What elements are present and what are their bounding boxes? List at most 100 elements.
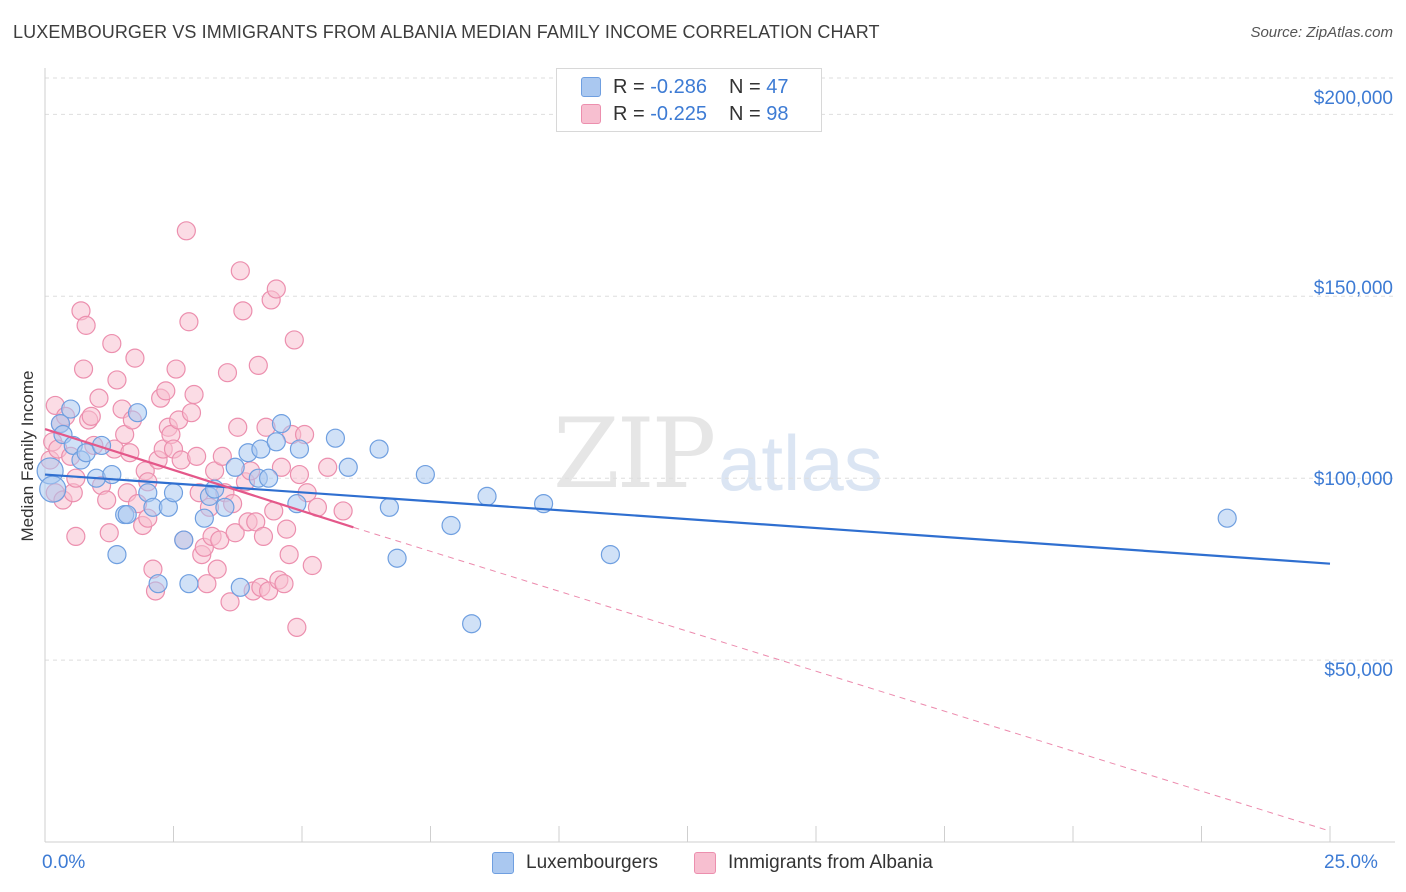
albania-point — [125, 348, 145, 368]
albania-point — [176, 221, 196, 241]
legend-n-value: 98 — [766, 102, 789, 125]
grid-layer — [45, 77, 1395, 661]
albania-point — [284, 330, 304, 350]
y-tick-label: $200,000 — [1313, 88, 1393, 109]
albania-point — [97, 490, 117, 510]
watermark-atlas: atlas — [718, 419, 883, 507]
trend-layer — [44, 428, 1331, 832]
luxembourger-point — [148, 574, 168, 594]
albania-point — [266, 279, 286, 299]
legend-r-value: -0.286 — [650, 75, 707, 98]
legend-item-albania[interactable]: Immigrants from Albania — [694, 852, 933, 874]
legend-series-label: Immigrants from Albania — [728, 852, 933, 873]
albania-point — [212, 446, 232, 466]
luxembourger-point — [369, 439, 389, 459]
legend-item-luxembourgers[interactable]: Luxembourgers — [492, 852, 658, 874]
luxembourger-trend-line — [44, 473, 1331, 565]
albania-point — [217, 363, 238, 383]
luxembourger-point — [387, 548, 407, 568]
luxembourger-point — [102, 464, 122, 485]
albania-point — [333, 501, 353, 521]
albania-point — [76, 315, 96, 335]
albania-point — [81, 406, 101, 426]
albania-point — [179, 312, 199, 332]
luxembourger-point — [91, 435, 112, 456]
albania-point — [220, 592, 240, 612]
albania-point — [181, 403, 202, 423]
luxembourger-point — [338, 457, 358, 477]
x-tick-label: 0.0% — [42, 852, 86, 873]
legend-n-label: N = — [728, 75, 761, 98]
luxembourger-point — [163, 483, 184, 503]
albania-point — [230, 261, 250, 281]
albania-point — [279, 544, 299, 565]
luxembourger-point — [477, 486, 497, 506]
albania-point — [225, 523, 245, 543]
legend-swatch-blue — [492, 852, 514, 874]
albania-point — [253, 526, 274, 547]
y-tick-label: $100,000 — [1313, 469, 1393, 490]
luxembourger-point — [76, 443, 96, 463]
albania-point — [228, 417, 248, 437]
legend-n-value: 47 — [766, 75, 789, 98]
luxembourger-point — [107, 544, 127, 565]
albania-point — [207, 559, 227, 579]
legend-row-albania: R = -0.225 N = 98 — [581, 102, 788, 126]
legend-n-label: N = — [728, 102, 761, 125]
stats-legend: R = -0.286 N = 47 R = -0.225 N = 98 — [556, 68, 822, 132]
luxembourger-point — [600, 544, 621, 565]
luxembourger-point — [415, 464, 435, 485]
albania-trend-extension — [353, 526, 1331, 832]
point-layer — [36, 221, 1237, 637]
luxembourger-point — [258, 468, 279, 488]
albania-point — [289, 464, 310, 485]
legend-swatch-pink — [694, 852, 716, 874]
albania-point — [99, 523, 119, 543]
albania-point — [102, 333, 122, 354]
albania-point — [187, 446, 207, 466]
legend-r-label: R = — [613, 75, 645, 98]
albania-point — [248, 355, 268, 376]
watermark-zip: ZIP — [553, 398, 716, 510]
source-label: Source: ZipAtlas.com — [1250, 24, 1393, 41]
luxembourger-point — [379, 497, 399, 517]
luxembourger-point — [215, 497, 235, 517]
luxembourger-point — [179, 574, 199, 594]
legend-r-value: -0.225 — [650, 102, 707, 125]
legend-row-luxembourgers: R = -0.286 N = 47 — [581, 75, 788, 99]
albania-point — [287, 617, 307, 637]
luxembourger-point — [1217, 508, 1237, 528]
luxembourger-point — [266, 432, 286, 452]
albania-point — [156, 381, 176, 401]
legend-r-label: R = — [613, 102, 645, 125]
y-tick-label: $150,000 — [1313, 278, 1393, 299]
y-tick-label: $50,000 — [1324, 660, 1393, 681]
albania-point — [271, 457, 292, 477]
luxembourger-point — [117, 504, 137, 525]
chart-title: LUXEMBOURGER VS IMMIGRANTS FROM ALBANIA … — [13, 22, 880, 42]
albania-point — [302, 555, 322, 576]
y-axis-label: Median Family Income — [18, 370, 37, 542]
albania-point — [233, 301, 253, 321]
albania-trend-line — [44, 428, 354, 529]
luxembourger-point — [230, 577, 250, 597]
albania-point — [210, 530, 230, 550]
albania-point — [274, 574, 294, 594]
luxembourger-point — [39, 475, 67, 503]
legend-series-label: Luxembourgers — [526, 852, 659, 873]
luxembourger-point — [194, 508, 214, 528]
albania-point — [107, 370, 127, 390]
legend-swatch-blue — [581, 77, 601, 97]
x-tick-label: 25.0% — [1324, 852, 1378, 873]
legend-swatch-pink — [581, 104, 601, 124]
albania-point — [89, 388, 109, 408]
luxembourger-point — [441, 515, 461, 536]
albania-point — [66, 526, 86, 547]
albania-point — [184, 384, 204, 405]
luxembourger-point — [174, 530, 194, 550]
albania-point — [276, 519, 297, 539]
luxembourger-point — [61, 399, 81, 419]
luxembourger-point — [462, 614, 482, 634]
luxembourger-point — [251, 439, 271, 459]
